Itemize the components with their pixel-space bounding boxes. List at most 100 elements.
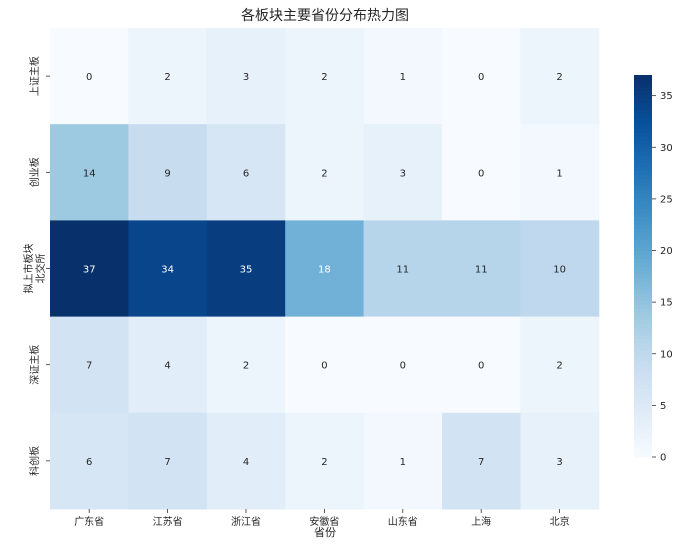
- colorbar-segment: [634, 139, 652, 145]
- colorbar-segment: [634, 128, 652, 133]
- colorbar-segment: [634, 449, 652, 454]
- cell-value-label: 18: [318, 265, 331, 276]
- colorbar-segment: [634, 113, 652, 118]
- heatmap-cell: [206, 412, 286, 510]
- heatmap-cell: [520, 124, 600, 221]
- heatmap-cell: [285, 28, 365, 125]
- colorbar-segment: [634, 411, 652, 416]
- colorbar-segment: [634, 109, 652, 114]
- cell-value-label: 1: [556, 168, 562, 179]
- heatmap-cell: [363, 412, 443, 510]
- colorbar-segment: [634, 147, 652, 152]
- colorbar-segment: [634, 239, 652, 244]
- colorbar-segment: [634, 124, 652, 130]
- colorbar-segment: [634, 376, 652, 382]
- colorbar-segment: [634, 208, 652, 214]
- cell-value-label: 14: [83, 168, 96, 179]
- colorbar-segment: [634, 78, 652, 84]
- colorbar-segment: [634, 338, 652, 343]
- heatmap-cell: [442, 124, 521, 221]
- heatmap-cell: [520, 220, 600, 318]
- colorbar-segment: [634, 185, 652, 191]
- cell-value-label: 2: [556, 72, 562, 83]
- colorbar-segment: [634, 151, 652, 156]
- colorbar-segment: [634, 311, 652, 317]
- cell-value-label: 1: [400, 457, 406, 468]
- colorbar-segment: [634, 75, 652, 80]
- heatmap-cell: [285, 412, 365, 510]
- y-tick-label: 科创板: [28, 446, 41, 476]
- heatmap-cell: [520, 316, 600, 414]
- heatmap-cell: [128, 412, 208, 510]
- cell-value-label: 6: [243, 168, 249, 179]
- x-tick-label: 广东省: [74, 515, 104, 528]
- cell-value-label: 0: [321, 361, 327, 372]
- heatmap-cell: [442, 412, 521, 510]
- colorbar-segment: [634, 346, 652, 351]
- colorbar-segment: [634, 323, 652, 328]
- colorbar-segment: [634, 327, 652, 332]
- colorbar-segment: [634, 223, 652, 229]
- colorbar-segment: [634, 254, 652, 259]
- heatmap-cell: [50, 316, 129, 414]
- colorbar-segment: [634, 445, 652, 450]
- colorbar-segment: [634, 170, 652, 175]
- colorbar-segment: [634, 90, 652, 95]
- heatmap-cell: [442, 316, 521, 414]
- colorbar-segment: [634, 384, 652, 389]
- cell-value-label: 7: [478, 457, 484, 468]
- colorbar-segment: [634, 361, 652, 366]
- heatmap-cell-labels: 0 2 3 2 1 0 214 9 6 2 3 0 137 34 35 18 11 11 107 4 2 0 0 0 26 7 4 2…: [83, 72, 566, 468]
- colorbar-segment: [634, 288, 652, 294]
- cell-value-label: 3: [243, 72, 249, 83]
- colorbar-segment: [634, 418, 652, 424]
- cell-value-label: 7: [86, 361, 92, 372]
- colorbar-tick-label: 5: [660, 401, 666, 412]
- colorbar-segment: [634, 201, 652, 206]
- cell-value-label: 37: [83, 265, 96, 276]
- colorbar-segment: [634, 353, 652, 359]
- heatmap-cell: [363, 220, 443, 318]
- heatmap-cell: [50, 412, 129, 510]
- cell-value-label: 0: [478, 168, 484, 179]
- colorbar-segment: [634, 426, 652, 431]
- cell-value-label: 0: [478, 72, 484, 83]
- colorbar-segment: [634, 300, 652, 305]
- colorbar-segment: [634, 166, 652, 172]
- cell-value-label: 2: [243, 361, 249, 372]
- x-axis-label: 省份: [314, 526, 336, 539]
- colorbar-segment: [634, 132, 652, 137]
- colorbar-segment: [634, 262, 652, 267]
- y-tick-label: 北交所: [34, 254, 47, 284]
- colorbar-segment: [634, 308, 652, 313]
- heatmap-cell: [520, 28, 600, 125]
- heatmap-cell: [128, 124, 208, 221]
- colorbar-tick-label: 35: [660, 91, 673, 102]
- colorbar-segment: [634, 216, 652, 221]
- heatmap-cell: [520, 412, 600, 510]
- colorbar-segment: [634, 369, 652, 374]
- x-axis-ticks: 广东省 江苏省 浙江省 安徽省 山东省 上海 北京: [74, 509, 570, 528]
- colorbar-segment: [634, 97, 652, 103]
- colorbar-tick-label: 30: [660, 143, 673, 154]
- colorbar-tick-label: 15: [660, 298, 673, 309]
- colorbar-segment: [634, 430, 652, 435]
- heatmap-cell: [442, 220, 521, 318]
- colorbar-segment: [634, 159, 652, 164]
- colorbar-segment: [634, 372, 652, 378]
- cell-value-label: 4: [243, 457, 249, 468]
- heatmap-cell: [128, 28, 208, 125]
- colorbar-segment: [634, 105, 652, 110]
- colorbar-segment: [634, 392, 652, 397]
- colorbar-segment: [634, 403, 652, 408]
- y-tick-label: 创业板: [28, 157, 41, 187]
- cell-value-label: 0: [86, 72, 92, 83]
- colorbar-segment: [634, 86, 652, 91]
- cell-value-label: 0: [400, 361, 406, 372]
- colorbar-segment: [634, 350, 652, 355]
- colorbar-segment: [634, 243, 652, 248]
- heatmap-cell: [50, 28, 129, 125]
- colorbar-segment: [634, 414, 652, 420]
- heatmap-cell: [128, 316, 208, 414]
